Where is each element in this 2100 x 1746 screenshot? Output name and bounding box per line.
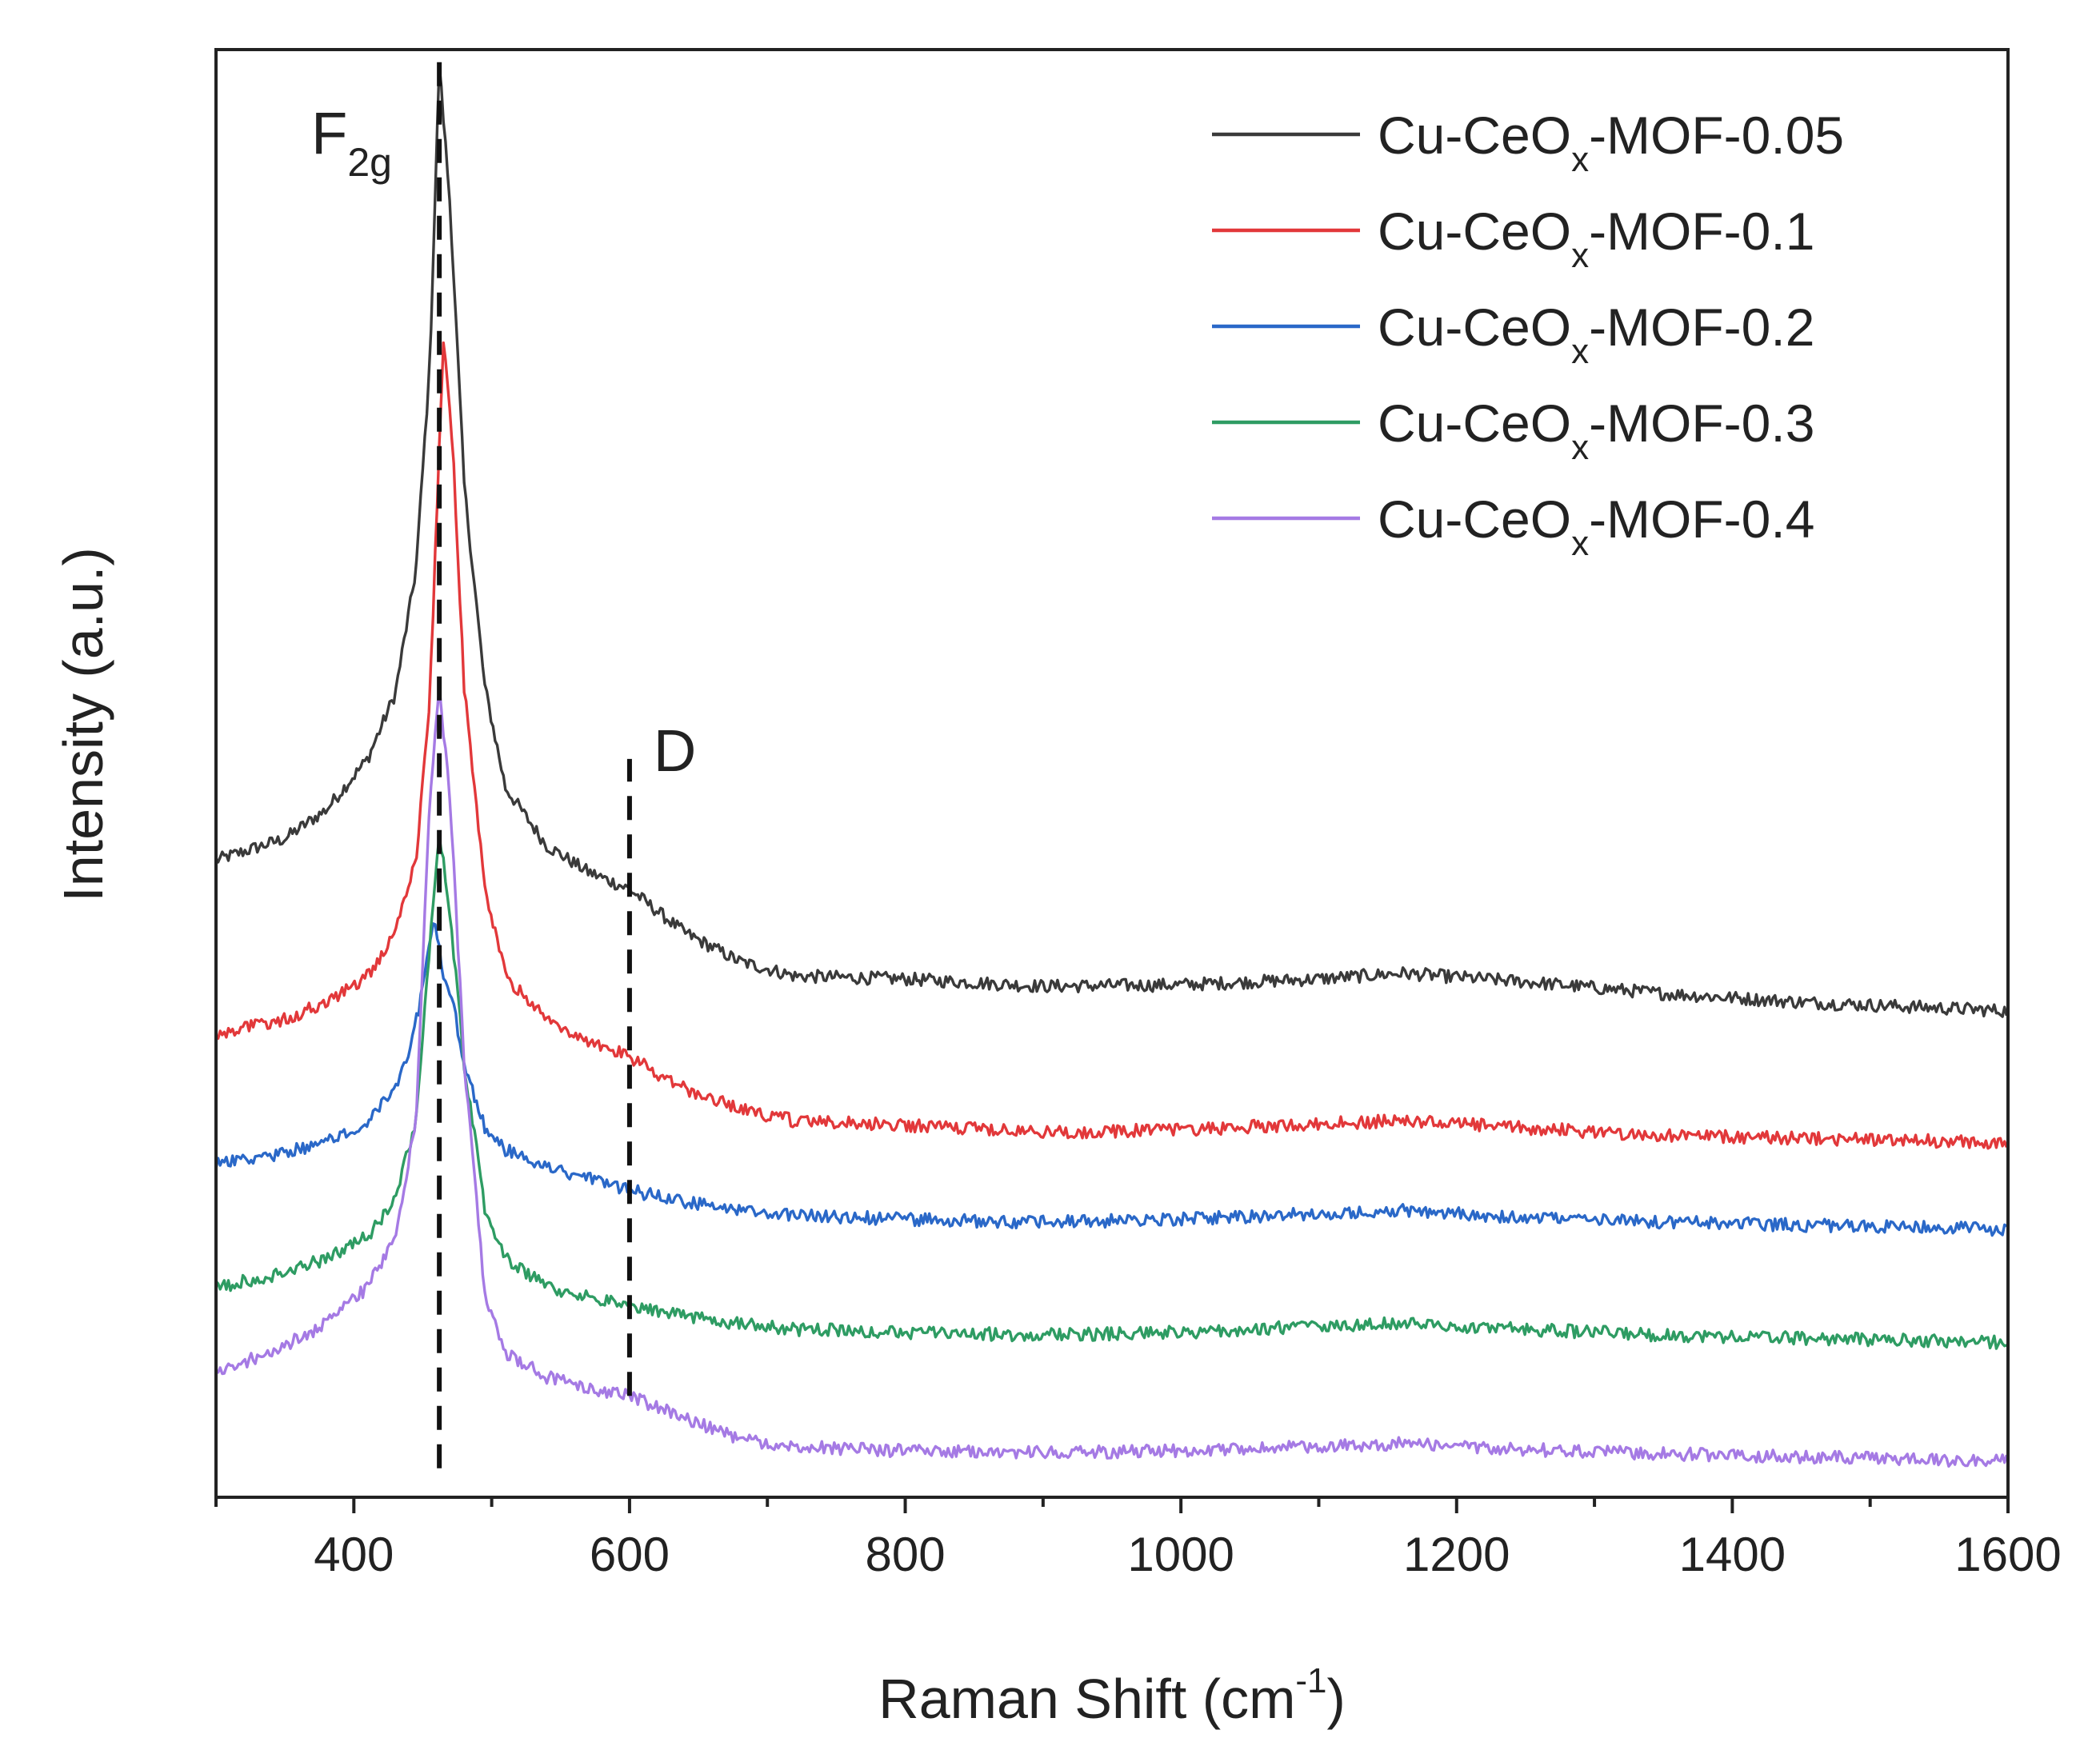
- series-layer: [214, 65, 2008, 1468]
- annotation-label-1: F2g: [311, 100, 392, 185]
- series-line-5: [215, 685, 2008, 1468]
- x-tick-label-400: 400: [314, 1528, 394, 1581]
- x-axis-title-tail: ): [1327, 1668, 1346, 1730]
- x-axis-title-superscript: -1: [1295, 1661, 1326, 1700]
- legend-label-2: Cu-CeOx-MOF-0.1: [1378, 202, 1814, 275]
- legend-label-5: Cu-CeOx-MOF-0.4: [1378, 489, 1814, 563]
- x-axis-title-main: Raman Shift (cm: [878, 1668, 1295, 1730]
- x-axis-title: Raman Shift (cm-1): [878, 1661, 1346, 1730]
- series-line-3: [214, 922, 2008, 1237]
- x-tick-label-600: 600: [590, 1528, 670, 1581]
- legend-label-3: Cu-CeOx-MOF-0.2: [1378, 298, 1814, 371]
- plot-frame: [214, 48, 2010, 1499]
- x-tick-label-1600: 1600: [1954, 1528, 2061, 1581]
- y-axis-title: Intensity (a.u.): [52, 547, 114, 902]
- annotation-label-2: D: [654, 717, 696, 784]
- x-tick-label-1000: 1000: [1127, 1528, 1234, 1581]
- x-tick-label-800: 800: [865, 1528, 945, 1581]
- legend: Cu-CeOx-MOF-0.05 Cu-CeOx-MOF-0.1 Cu-CeOx-M…: [1212, 106, 1844, 563]
- series-line-4: [214, 835, 2007, 1350]
- series-line-2: [214, 341, 2008, 1150]
- x-tick-label-1400: 1400: [1679, 1528, 1786, 1581]
- x-tick-layer: 400 600 800 1000 1200 1400 1600: [214, 1497, 2062, 1581]
- x-tick-label-1200: 1200: [1403, 1528, 1510, 1581]
- legend-label-4: Cu-CeOx-MOF-0.3: [1378, 394, 1814, 467]
- legend-label-1: Cu-CeOx-MOF-0.05: [1378, 106, 1844, 179]
- series-line-1: [214, 65, 2008, 1018]
- annotation-layer: F2g D: [311, 50, 696, 1468]
